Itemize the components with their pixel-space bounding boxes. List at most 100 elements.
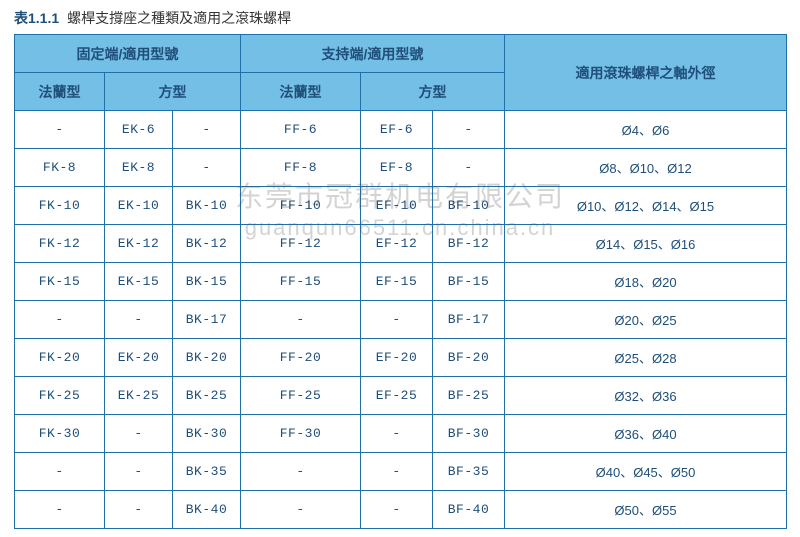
table-cell: - [433,149,505,187]
table-row: --BK-17--BF-17Ø20、Ø25 [15,301,787,339]
header-support-square: 方型 [361,73,505,111]
table-row: FK-25EK-25BK-25FF-25EF-25BF-25Ø32、Ø36 [15,377,787,415]
table-cell: FK-12 [15,225,105,263]
table-cell: - [15,491,105,529]
table-cell: FF-30 [241,415,361,453]
table-cell: BK-30 [173,415,241,453]
table-cell: - [105,301,173,339]
table-cell: Ø10、Ø12、Ø14、Ø15 [505,187,787,225]
table-cell: EF-10 [361,187,433,225]
table-cell: FF-6 [241,111,361,149]
table-cell: FK-30 [15,415,105,453]
table-row: -EK-6-FF-6EF-6-Ø4、Ø6 [15,111,787,149]
table-cell: BF-30 [433,415,505,453]
table-cell: EF-12 [361,225,433,263]
table-cell: Ø32、Ø36 [505,377,787,415]
table-cell: EK-12 [105,225,173,263]
table-cell: FK-15 [15,263,105,301]
table-cell: BK-40 [173,491,241,529]
table-cell: BF-12 [433,225,505,263]
table-cell: - [15,453,105,491]
table-cell: FF-20 [241,339,361,377]
table-cell: FK-8 [15,149,105,187]
table-cell: BF-10 [433,187,505,225]
table-cell: BF-15 [433,263,505,301]
table-cell: Ø14、Ø15、Ø16 [505,225,787,263]
table-cell: BF-25 [433,377,505,415]
table-cell: - [241,301,361,339]
table-cell: Ø4、Ø6 [505,111,787,149]
header-support-group: 支持端/適用型號 [241,35,505,73]
table-cell: - [361,453,433,491]
table-row: FK-20EK-20BK-20FF-20EF-20BF-20Ø25、Ø28 [15,339,787,377]
table-cell: - [105,491,173,529]
table-cell: EF-6 [361,111,433,149]
table-cell: FF-12 [241,225,361,263]
table-cell: FF-25 [241,377,361,415]
table-cell: BK-12 [173,225,241,263]
table-row: FK-15EK-15BK-15FF-15EF-15BF-15Ø18、Ø20 [15,263,787,301]
table-row: FK-12EK-12BK-12FF-12EF-12BF-12Ø14、Ø15、Ø1… [15,225,787,263]
table-caption: 表1.1.1 螺桿支撐座之種類及適用之滾珠螺桿 [14,8,786,28]
table-cell: - [105,415,173,453]
table-cell: BK-25 [173,377,241,415]
table-row: FK-30-BK-30FF-30-BF-30Ø36、Ø40 [15,415,787,453]
table-cell: BK-20 [173,339,241,377]
table-cell: Ø18、Ø20 [505,263,787,301]
table-cell: - [433,111,505,149]
table-cell: - [173,111,241,149]
table-row: --BK-40--BF-40Ø50、Ø55 [15,491,787,529]
table-cell: Ø40、Ø45、Ø50 [505,453,787,491]
table-body: -EK-6-FF-6EF-6-Ø4、Ø6FK-8EK-8-FF-8EF-8-Ø8… [15,111,787,529]
table-cell: EF-25 [361,377,433,415]
table-cell: - [361,415,433,453]
table-cell: FF-10 [241,187,361,225]
header-fixed-flange: 法蘭型 [15,73,105,111]
header-fixed-square: 方型 [105,73,241,111]
table-cell: BK-17 [173,301,241,339]
table-cell: - [15,301,105,339]
table-cell: FK-10 [15,187,105,225]
table-cell: - [241,453,361,491]
table-cell: EF-8 [361,149,433,187]
table-cell: FK-25 [15,377,105,415]
table-cell: - [361,491,433,529]
table-cell: BK-10 [173,187,241,225]
header-support-flange: 法蘭型 [241,73,361,111]
table-cell: BF-20 [433,339,505,377]
table-cell: BF-35 [433,453,505,491]
table-cell: - [241,491,361,529]
table-cell: BF-17 [433,301,505,339]
table-row: FK-8EK-8-FF-8EF-8-Ø8、Ø10、Ø12 [15,149,787,187]
table-cell: Ø25、Ø28 [505,339,787,377]
spec-table: 固定端/適用型號 支持端/適用型號 適用滾珠螺桿之軸外徑 法蘭型 方型 法蘭型 … [14,34,787,529]
table-row: --BK-35--BF-35Ø40、Ø45、Ø50 [15,453,787,491]
header-diameter: 適用滾珠螺桿之軸外徑 [505,35,787,111]
table-cell: BK-35 [173,453,241,491]
table-row: FK-10EK-10BK-10FF-10EF-10BF-10Ø10、Ø12、Ø1… [15,187,787,225]
table-cell: Ø20、Ø25 [505,301,787,339]
header-fixed-group: 固定端/適用型號 [15,35,241,73]
table-cell: EK-20 [105,339,173,377]
table-cell: - [105,453,173,491]
table-cell: EK-6 [105,111,173,149]
table-cell: FF-15 [241,263,361,301]
table-id: 表1.1.1 [14,8,59,28]
table-cell: Ø50、Ø55 [505,491,787,529]
table-cell: EK-10 [105,187,173,225]
table-cell: FK-20 [15,339,105,377]
table-cell: - [173,149,241,187]
table-cell: EK-8 [105,149,173,187]
table-cell: EK-15 [105,263,173,301]
table-cell: EK-25 [105,377,173,415]
table-cell: BF-40 [433,491,505,529]
table-cell: EF-15 [361,263,433,301]
table-cell: EF-20 [361,339,433,377]
table-title: 螺桿支撐座之種類及適用之滾珠螺桿 [67,8,291,28]
table-cell: BK-15 [173,263,241,301]
table-cell: - [361,301,433,339]
table-cell: Ø36、Ø40 [505,415,787,453]
table-cell: - [15,111,105,149]
table-cell: Ø8、Ø10、Ø12 [505,149,787,187]
table-cell: FF-8 [241,149,361,187]
